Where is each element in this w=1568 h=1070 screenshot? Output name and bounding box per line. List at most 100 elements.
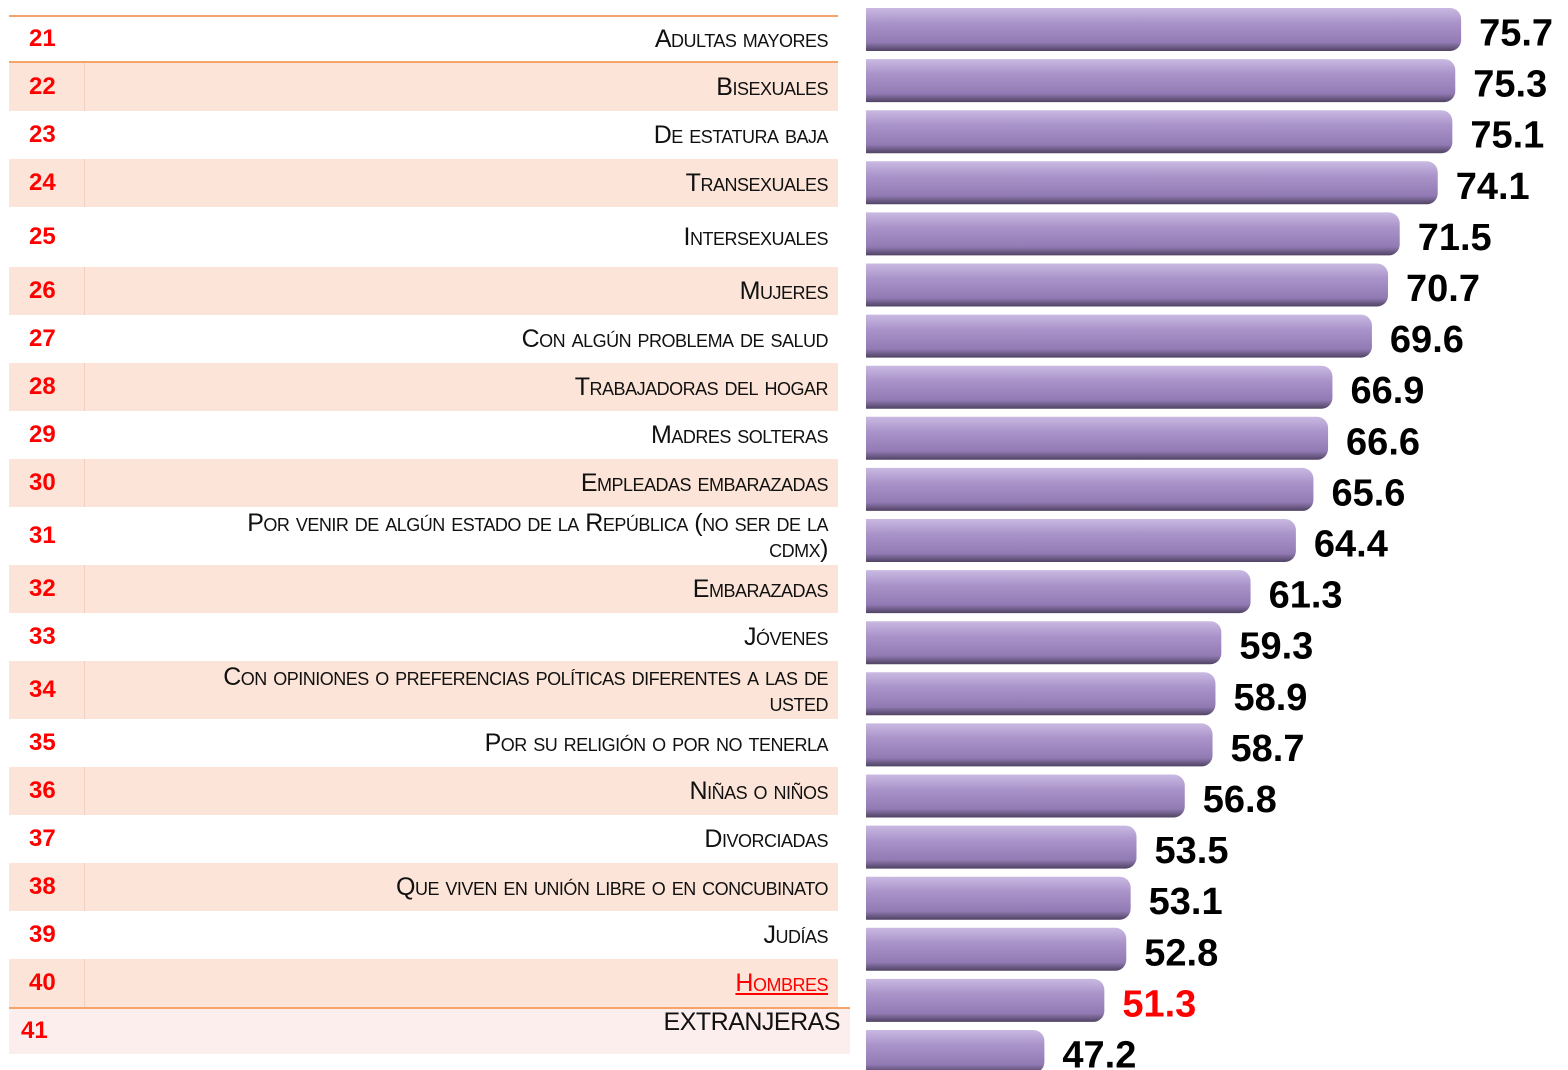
rank: 31	[29, 522, 56, 549]
table-row: 30 Empleadas embarazadas	[9, 459, 838, 507]
bar	[856, 314, 1372, 358]
value-label: 53.1	[1149, 881, 1223, 923]
value-label: 56.8	[1203, 779, 1277, 821]
table-row: 40 Hombres	[9, 959, 838, 1007]
table-row: 36 Niñas o niños	[9, 767, 838, 815]
category-label: Divorciadas	[704, 825, 828, 853]
rank: 30	[9, 459, 85, 507]
table-row: 33 Jóvenes	[9, 613, 838, 661]
rank: 25	[29, 223, 56, 250]
rank: 22	[9, 63, 85, 111]
category-label: Madres solteras	[651, 421, 828, 449]
category-label: Jóvenes	[743, 623, 829, 651]
value-label: 47.2	[1062, 1035, 1136, 1070]
bar	[856, 416, 1329, 460]
category-label: Empleadas embarazadas	[580, 469, 829, 497]
value-label: 64.4	[1314, 524, 1388, 566]
bar	[856, 59, 1456, 103]
rank: 23	[29, 121, 56, 148]
bar	[856, 161, 1438, 205]
rank: 27	[29, 325, 56, 352]
rank: 37	[29, 825, 56, 852]
category-label: Intersexuales	[683, 223, 829, 251]
table-row: 41 EXTRANJERAS	[9, 1007, 850, 1054]
rank: 21	[29, 25, 56, 52]
bar	[856, 8, 1462, 51]
category-label: Con opiniones o preferencias políticas d…	[223, 663, 828, 717]
value-label: 75.7	[1479, 13, 1553, 55]
bar	[856, 774, 1185, 818]
category-label: Judías	[763, 921, 828, 949]
value-label: 74.1	[1456, 166, 1530, 208]
category-label: Por su religión o por no tenerla	[484, 729, 829, 757]
rank: 32	[9, 565, 85, 613]
rank: 38	[9, 863, 85, 911]
category-label: Adultas mayores	[654, 25, 829, 53]
bar	[856, 978, 1105, 1022]
rank: 39	[29, 921, 56, 948]
category-label: De estatura baja	[653, 121, 829, 149]
bar	[856, 927, 1127, 971]
bar	[856, 212, 1400, 256]
bar	[856, 723, 1213, 767]
table-row: 25 Intersexuales	[9, 207, 838, 267]
rank: 34	[9, 661, 85, 719]
table-row: 39 Judías	[9, 911, 838, 959]
value-label: 52.8	[1144, 932, 1218, 974]
value-label: 66.6	[1346, 421, 1420, 463]
table-row: 23 De estatura baja	[9, 111, 838, 159]
category-label: Bisexuales	[716, 73, 828, 101]
value-label: 59.3	[1239, 626, 1313, 668]
value-label: 58.7	[1231, 728, 1305, 770]
value-label: 53.5	[1155, 830, 1229, 872]
value-label: 58.9	[1233, 677, 1307, 719]
value-label: 75.1	[1470, 115, 1544, 157]
table-row: 27 Con algún problema de salud	[9, 315, 838, 363]
category-label: Mujeres	[739, 277, 829, 305]
category-label: EXTRANJERAS	[663, 1008, 841, 1036]
bar-mask	[856, 0, 866, 1070]
value-label: 71.5	[1418, 217, 1492, 259]
bar	[856, 672, 1216, 716]
rank: 33	[29, 623, 56, 650]
table-row: 26 Mujeres	[9, 267, 838, 315]
value-label: 51.3	[1122, 983, 1196, 1025]
table-row: 32 Embarazadas	[9, 565, 838, 613]
bar	[856, 621, 1222, 665]
rank: 26	[9, 267, 85, 315]
table-row: 24 Transexuales	[9, 159, 838, 207]
table-row: 28 Trabajadoras del hogar	[9, 363, 838, 411]
value-label: 75.3	[1473, 64, 1547, 106]
table-row: 31 Por venir de algún estado de la Repúbl…	[9, 507, 838, 565]
bar	[856, 825, 1137, 869]
category-label: Hombres	[735, 969, 828, 997]
bar	[856, 519, 1296, 562]
table-row: 22 Bisexuales	[9, 63, 838, 111]
table-row: 34 Con opiniones o preferencias políticas…	[9, 661, 838, 719]
bar	[856, 570, 1251, 614]
rank: 24	[9, 159, 85, 207]
rank: 28	[9, 363, 85, 411]
rank: 35	[29, 729, 56, 756]
bar	[856, 263, 1389, 307]
bar	[856, 876, 1131, 920]
table: 21 Adultas mayores 22 Bisexuales 23 De estatu…	[9, 15, 850, 1054]
table-row: 38 Que viven en unión libre o en concubin…	[9, 863, 838, 911]
rank: 36	[9, 767, 85, 815]
bar	[856, 110, 1453, 154]
value-label: 61.3	[1269, 575, 1343, 617]
bar	[856, 1030, 1045, 1070]
bar	[856, 467, 1314, 511]
table-row: 21 Adultas mayores	[9, 17, 838, 63]
category-label: Embarazadas	[692, 575, 829, 603]
value-label: 66.9	[1350, 370, 1424, 412]
value-label: 69.6	[1390, 319, 1464, 361]
category-label: Que viven en unión libre o en concubinat…	[396, 873, 828, 901]
table-row: 37 Divorciadas	[9, 815, 838, 863]
category-label: Con algún problema de salud	[521, 325, 829, 353]
rank: 40	[9, 959, 85, 1007]
value-label: 70.7	[1406, 268, 1480, 310]
rank: 29	[29, 421, 56, 448]
